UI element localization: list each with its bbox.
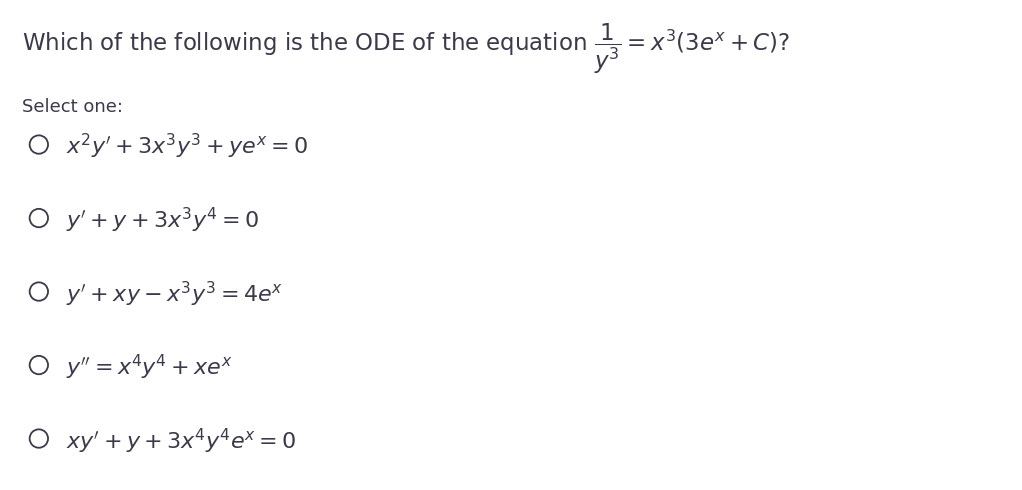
Text: $y' + xy - x^3y^3 = 4e^x$: $y' + xy - x^3y^3 = 4e^x$ <box>66 279 284 309</box>
Text: $xy' + y + 3x^4y^4e^x = 0$: $xy' + y + 3x^4y^4e^x = 0$ <box>66 426 297 456</box>
Text: Which of the following is the ODE of the equation $\dfrac{1}{y^3} = x^3(3e^x + C: Which of the following is the ODE of the… <box>22 22 791 76</box>
Text: Select one:: Select one: <box>22 98 124 116</box>
Text: $x^2y' + 3x^3y^3 + ye^x = 0$: $x^2y' + 3x^3y^3 + ye^x = 0$ <box>66 132 309 162</box>
Text: $y'' = x^4y^4 + xe^x$: $y'' = x^4y^4 + xe^x$ <box>66 353 233 382</box>
Text: $y' + y + 3x^3y^4 = 0$: $y' + y + 3x^3y^4 = 0$ <box>66 206 260 235</box>
